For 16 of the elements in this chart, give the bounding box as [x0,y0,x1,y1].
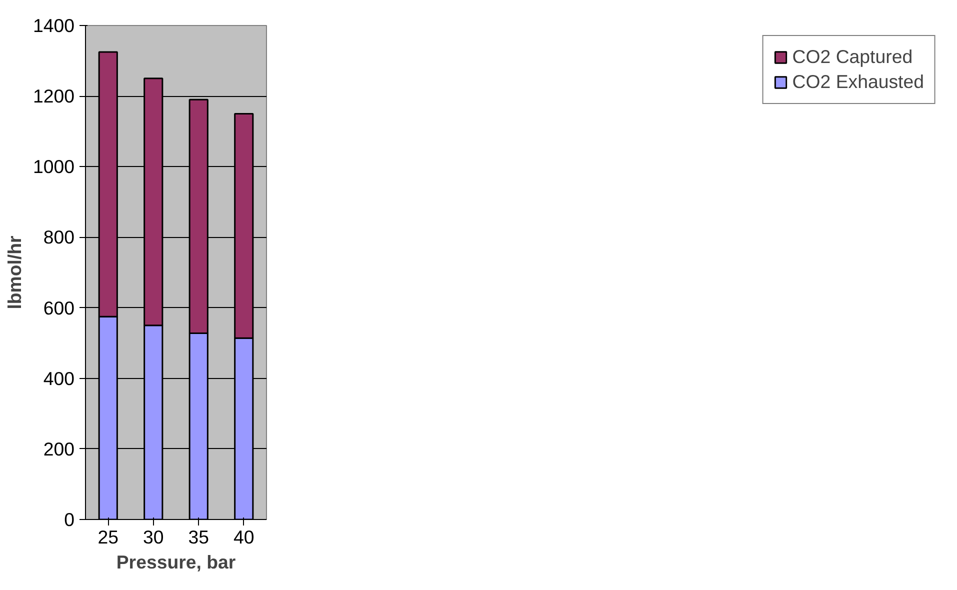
x-tick-label: 40 [234,526,254,548]
x-axis-title: Pressure, bar [116,552,236,572]
x-tick-label: 30 [143,526,164,548]
y-tick-label: 400 [43,368,75,389]
y-tick-label: 1000 [32,156,75,178]
y-tick-label: 600 [43,297,75,318]
y-axis-title: lbmol/hr [4,236,25,310]
y-tick-label: 1400 [32,15,75,36]
y-tick-label: 800 [43,226,75,248]
y-tick-label: 0 [64,509,75,530]
legend-label: CO2 Exhausted [792,71,924,93]
y-tick-label: 200 [43,438,75,460]
legend-label: CO2 Captured [792,46,913,68]
x-tick-label: 25 [98,526,119,548]
x-tick-label: 35 [188,526,210,548]
y-tick-label: 1200 [32,86,75,107]
